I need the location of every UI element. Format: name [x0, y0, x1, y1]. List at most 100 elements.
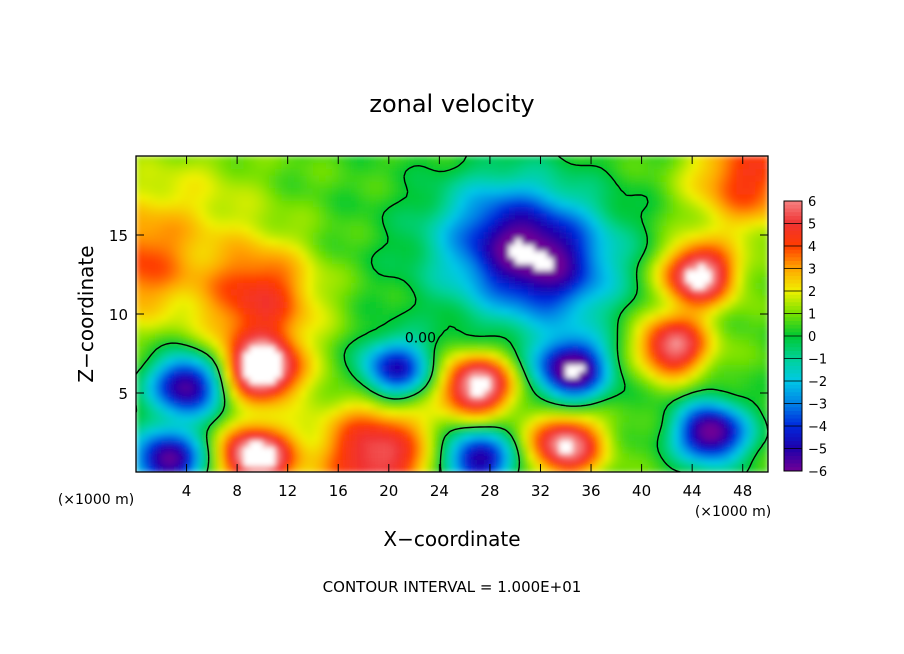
heatmap-cell	[704, 168, 712, 176]
heatmap-cell	[192, 301, 200, 309]
heatmap-cell	[433, 244, 440, 252]
heatmap-cell	[249, 301, 257, 309]
heatmap-cell	[363, 269, 371, 277]
heatmap-cell	[622, 351, 630, 359]
heatmap-cell	[205, 219, 213, 227]
heatmap-cell	[464, 383, 472, 391]
heatmap-cell	[173, 307, 181, 315]
heatmap-cell	[211, 389, 219, 397]
heatmap-cell	[376, 459, 384, 467]
heatmap-cell	[211, 269, 219, 277]
heatmap-cell	[641, 288, 649, 296]
heatmap-cell	[452, 358, 459, 366]
heatmap-cell	[660, 162, 668, 170]
heatmap-cell	[572, 174, 579, 182]
heatmap-cell	[243, 377, 251, 385]
heatmap-cell	[218, 263, 226, 271]
heatmap-cell	[452, 288, 459, 296]
heatmap-cell	[717, 358, 725, 366]
heatmap-cell	[338, 415, 346, 423]
heatmap-cell	[628, 408, 636, 416]
heatmap-cell	[148, 434, 156, 441]
heatmap-cell	[256, 288, 263, 296]
heatmap-cell	[344, 453, 352, 460]
heatmap-cell	[281, 377, 289, 385]
heatmap-cell	[515, 307, 523, 315]
heatmap-cell	[622, 181, 630, 189]
heatmap-cell	[647, 402, 655, 410]
heatmap-cell	[395, 156, 403, 163]
heatmap-cell	[237, 238, 245, 246]
heatmap-cell	[685, 206, 693, 214]
heatmap-cell	[300, 320, 308, 328]
heatmap-cell	[761, 465, 768, 472]
heatmap-cell	[559, 434, 567, 441]
heatmap-cell	[673, 440, 681, 448]
heatmap-cell	[470, 314, 478, 321]
heatmap-cell	[350, 187, 358, 195]
heatmap-cell	[230, 377, 238, 385]
heatmap-cell	[489, 415, 497, 423]
heatmap-cell	[736, 453, 744, 460]
heatmap-cell	[395, 276, 403, 283]
heatmap-cell	[660, 231, 668, 239]
heatmap-cell	[420, 231, 428, 239]
heatmap-cell	[730, 326, 737, 334]
heatmap-cell	[369, 307, 377, 315]
heatmap-cell	[161, 377, 169, 385]
heatmap-cell	[275, 332, 282, 340]
heatmap-cell	[300, 257, 308, 265]
heatmap-cell	[742, 187, 750, 195]
heatmap-cell	[382, 276, 390, 283]
heatmap-cell	[584, 219, 592, 227]
heatmap-cell	[704, 206, 712, 214]
heatmap-cell	[502, 364, 510, 372]
heatmap-cell	[154, 276, 162, 283]
heatmap-cell	[268, 421, 276, 429]
heatmap-cell	[148, 358, 156, 366]
heatmap-cell	[268, 301, 276, 309]
heatmap-cell	[167, 206, 175, 214]
heatmap-cell	[647, 193, 655, 201]
heatmap-cell	[154, 244, 162, 252]
heatmap-cell	[186, 453, 194, 460]
heatmap-cell	[211, 314, 219, 321]
heatmap-cell	[755, 250, 763, 258]
heatmap-cell	[761, 383, 768, 391]
heatmap-cell	[199, 440, 207, 448]
heatmap-cell	[136, 326, 143, 334]
heatmap-cell	[704, 421, 712, 429]
heatmap-cell	[281, 370, 289, 378]
heatmap-cell	[673, 187, 681, 195]
heatmap-cell	[249, 339, 257, 347]
heatmap-cell	[407, 250, 415, 258]
heatmap-cell	[666, 168, 674, 176]
heatmap-cell	[445, 238, 453, 246]
heatmap-cell	[294, 415, 301, 423]
heatmap-cell	[211, 212, 219, 220]
heatmap-cell	[401, 257, 409, 265]
heatmap-cell	[723, 231, 731, 239]
heatmap-cell	[527, 339, 535, 347]
heatmap-cell	[338, 231, 346, 239]
heatmap-cell	[414, 269, 421, 277]
heatmap-cell	[666, 402, 674, 410]
heatmap-cell	[717, 269, 725, 277]
heatmap-cell	[161, 415, 169, 423]
heatmap-cell	[628, 295, 636, 302]
heatmap-cell	[559, 459, 567, 467]
heatmap-cell	[312, 446, 320, 454]
heatmap-cell	[256, 156, 263, 163]
heatmap-cell	[496, 168, 504, 176]
heatmap-cell	[685, 377, 693, 385]
heatmap-cell	[395, 383, 403, 391]
heatmap-cell	[319, 402, 327, 410]
heatmap-cell	[534, 314, 542, 321]
heatmap-cell	[357, 181, 365, 189]
heatmap-cell	[230, 206, 238, 214]
heatmap-cell	[515, 364, 523, 372]
heatmap-cell	[256, 332, 263, 340]
heatmap-cell	[369, 370, 377, 378]
heatmap-cell	[180, 377, 188, 385]
heatmap-cell	[173, 193, 181, 201]
